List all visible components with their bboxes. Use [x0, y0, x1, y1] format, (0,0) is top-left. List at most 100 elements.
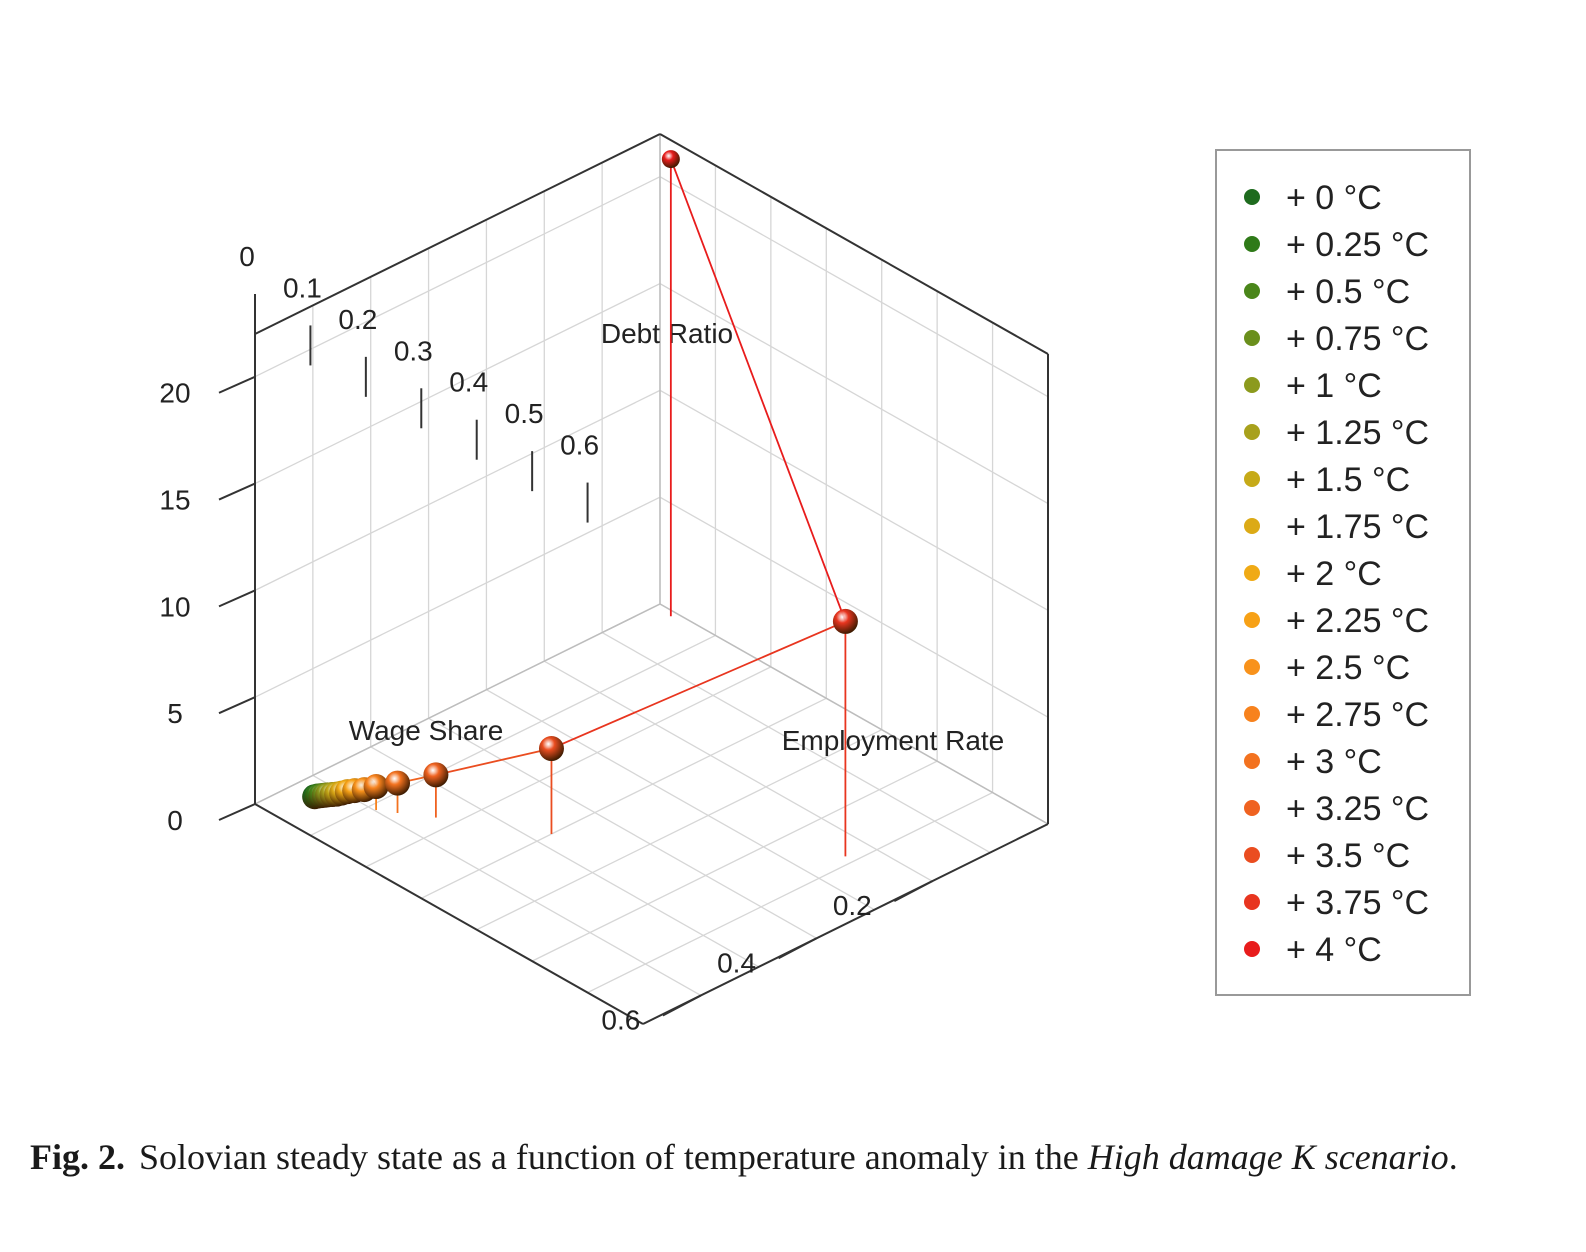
grid-line	[254, 496, 661, 698]
legend-label: + 0 °C	[1286, 179, 1382, 217]
legend-marker	[1244, 847, 1260, 863]
legend-marker	[1244, 894, 1260, 910]
legend-label: + 2.5 °C	[1286, 649, 1410, 687]
grid-line	[531, 760, 938, 962]
grid-line	[312, 774, 702, 996]
z-axis-label: Debt Ratio	[601, 318, 733, 349]
grid-line	[659, 496, 1049, 718]
legend-marker	[1244, 377, 1260, 393]
x-tick-label: 0.2	[833, 890, 872, 921]
z-tick-label: 10	[159, 591, 190, 622]
y-tick-label: 0.6	[560, 430, 599, 461]
legend-marker	[1244, 283, 1260, 299]
z-tick	[218, 375, 256, 394]
y-tick-label: 0	[239, 241, 255, 272]
legend-label: + 3.75 °C	[1286, 884, 1429, 922]
data-point	[538, 736, 564, 762]
grid-line	[476, 729, 883, 931]
grid-line	[420, 697, 827, 899]
z-tick-label: 0	[167, 805, 183, 836]
legend-label: + 2 °C	[1286, 555, 1382, 593]
legend-marker	[1244, 753, 1260, 769]
legend-marker	[1244, 706, 1260, 722]
legend-marker	[1244, 565, 1260, 581]
box-edge	[254, 603, 661, 805]
box-edge	[642, 823, 1049, 1025]
box-edge	[659, 603, 1049, 825]
legend-marker	[1244, 471, 1260, 487]
trajectory-segment	[670, 158, 847, 622]
grid-line	[254, 389, 661, 591]
grid-line	[428, 717, 817, 939]
legend-marker	[1244, 941, 1260, 957]
grid-line	[659, 176, 1049, 398]
z-tick	[218, 589, 256, 608]
z-tick	[218, 803, 256, 821]
grid-line	[601, 632, 991, 854]
grid-line	[587, 791, 993, 994]
axis-ticks: 0 5 10 15 20 0 0.1 0.2 0.3 0.4 0.5 0.6 0.2 0.4 0.6	[159, 241, 933, 1035]
trajectory-segment	[435, 747, 552, 776]
legend-label: + 1 °C	[1286, 367, 1382, 405]
grid-line	[310, 634, 716, 837]
caption-label: Fig. 2.	[30, 1137, 125, 1177]
x-tick	[662, 994, 702, 1017]
legend-label: + 3.25 °C	[1286, 790, 1429, 828]
legend-marker	[1244, 236, 1260, 252]
legend-marker	[1244, 659, 1260, 675]
box-edge	[254, 803, 644, 1025]
legend-label: + 0.75 °C	[1286, 320, 1429, 358]
3d-scatter-plot: 0 5 10 15 20 0 0.1 0.2 0.3 0.4 0.5 0.6 0.2 0.4 0.6 Wag…	[159, 133, 1471, 1035]
box-edge	[659, 133, 1049, 355]
data-points	[302, 150, 858, 810]
legend-label: + 2.75 °C	[1286, 696, 1429, 734]
caption-end: .	[1448, 1137, 1458, 1177]
legend-label: + 3.5 °C	[1286, 837, 1410, 875]
legend-label: + 0.25 °C	[1286, 226, 1429, 264]
x-tick	[893, 880, 933, 903]
grid-line	[254, 282, 661, 485]
figure-caption: Fig. 2. Solovian steady state as a functi…	[30, 1130, 1560, 1184]
connectors	[314, 158, 847, 857]
grid-line	[659, 282, 1049, 505]
z-tick	[218, 696, 256, 715]
y-axis-label: Employment Rate	[782, 725, 1005, 756]
grid-lines	[254, 134, 1049, 996]
legend-marker	[1244, 800, 1260, 816]
trajectory-segment	[551, 620, 846, 750]
legend-label: + 1.25 °C	[1286, 414, 1429, 452]
legend: + 0 °C + 0.25 °C + 0.5 °C + 0.75 °C + 1 °C + …	[1215, 149, 1471, 996]
legend-marker	[1244, 518, 1260, 534]
data-point	[423, 762, 449, 788]
grid-line	[543, 660, 933, 882]
x-tick	[778, 937, 818, 960]
grid-line	[659, 389, 1049, 611]
legend-label: + 0.5 °C	[1286, 273, 1410, 311]
x-tick-label: 0.6	[601, 1004, 640, 1035]
y-tick-label: 0.3	[394, 335, 433, 366]
axis-labels: Wage Share Employment Rate Debt Ratio	[349, 318, 1005, 756]
legend-marker	[1244, 330, 1260, 346]
x-axis-label: Wage Share	[349, 715, 504, 746]
y-tick-label: 0.1	[283, 272, 322, 303]
box-edge	[254, 133, 661, 335]
z-tick-label: 15	[159, 485, 190, 516]
grid-line	[486, 689, 875, 911]
legend-label: + 1.5 °C	[1286, 461, 1410, 499]
legend-marker	[1244, 612, 1260, 628]
z-tick	[218, 482, 256, 501]
legend-label: + 2.25 °C	[1286, 602, 1429, 640]
caption-text: Solovian steady state as a function of t…	[139, 1137, 1088, 1177]
plot-box	[254, 133, 1049, 1025]
z-tick-label: 5	[167, 698, 183, 729]
x-tick-label: 0.4	[717, 947, 756, 978]
data-point	[832, 608, 858, 634]
legend-label: + 4 °C	[1286, 931, 1382, 969]
legend-marker	[1244, 189, 1260, 205]
data-point	[385, 770, 411, 796]
legend-marker	[1244, 424, 1260, 440]
y-tick-label: 0.2	[338, 304, 377, 335]
z-tick-label: 20	[159, 378, 190, 409]
caption-italic: High damage K scenario	[1087, 1137, 1449, 1177]
